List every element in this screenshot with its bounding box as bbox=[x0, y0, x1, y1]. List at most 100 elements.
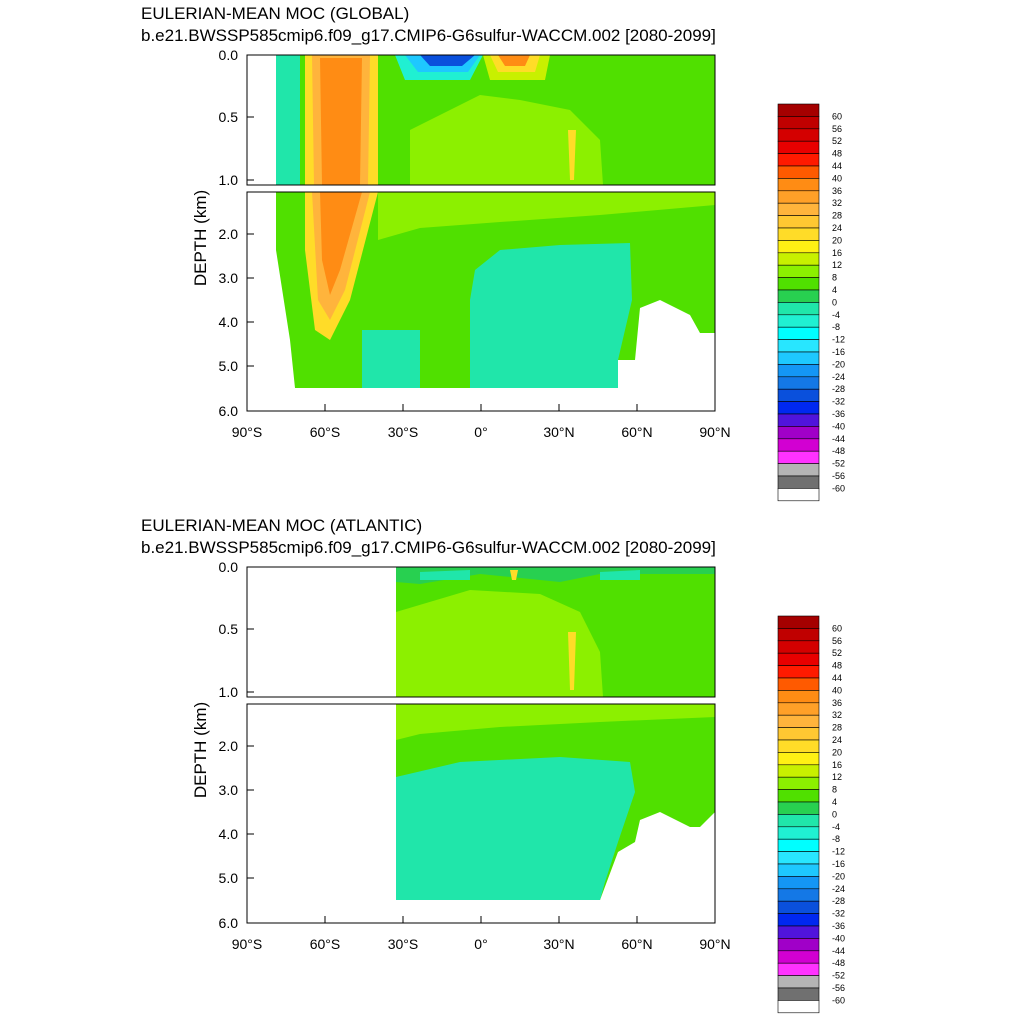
colorbar-label: -8 bbox=[832, 834, 840, 844]
colorbar-label: -40 bbox=[832, 933, 845, 943]
colorbar-label: 0 bbox=[832, 297, 837, 307]
colorbar-label: 32 bbox=[832, 710, 842, 720]
colorbar-swatch bbox=[777, 326, 820, 340]
colorbar-label: 0 bbox=[832, 809, 837, 819]
colorbar-label: 48 bbox=[832, 149, 842, 159]
moc-chart: 0.0 0.5 1.0 2.0 3.0 4.0 5.0 6.0 DEPTH (k… bbox=[191, 47, 845, 502]
colorbar-label: 36 bbox=[832, 186, 842, 196]
y-tick-label: 4.0 bbox=[219, 314, 239, 330]
colorbar-label: 52 bbox=[832, 648, 842, 658]
y-axis-label: DEPTH (km) bbox=[191, 190, 210, 286]
colorbar-label: 40 bbox=[832, 685, 842, 695]
colorbar-swatch bbox=[777, 339, 820, 353]
colorbar-swatch bbox=[777, 227, 820, 241]
colorbar-label: -52 bbox=[832, 459, 845, 469]
colorbar-label: 48 bbox=[832, 661, 842, 671]
colorbar-label: 28 bbox=[832, 723, 842, 733]
colorbar-swatch bbox=[777, 938, 820, 952]
x-tick-label: 90°S bbox=[232, 424, 263, 440]
colorbar-label: 24 bbox=[832, 223, 842, 233]
colorbar-swatch bbox=[777, 950, 820, 964]
x-tick-label: 60°N bbox=[621, 424, 652, 440]
colorbar-swatch bbox=[777, 413, 820, 427]
colorbar-label: -56 bbox=[832, 471, 845, 481]
colorbar-swatch bbox=[777, 240, 820, 254]
x-tick-label: 0° bbox=[474, 424, 487, 440]
colorbar-swatch bbox=[777, 975, 820, 989]
colorbar-label: -24 bbox=[832, 884, 845, 894]
colorbar-label: 36 bbox=[832, 698, 842, 708]
y-tick-label: 1.0 bbox=[219, 684, 239, 700]
colorbar-label: 60 bbox=[832, 111, 842, 121]
y-axis-label: DEPTH (km) bbox=[191, 702, 210, 798]
colorbar-label: 40 bbox=[832, 173, 842, 183]
x-tick-label: 30°S bbox=[388, 936, 419, 952]
colorbar-swatch bbox=[777, 388, 820, 402]
colorbar-swatch bbox=[777, 103, 820, 117]
colorbar-label: -44 bbox=[832, 434, 845, 444]
x-tick-label: 0° bbox=[474, 936, 487, 952]
colorbar-label: -16 bbox=[832, 859, 845, 869]
y-tick-label: 0.5 bbox=[219, 621, 239, 637]
colorbar-label: 24 bbox=[832, 735, 842, 745]
colorbar-label: 20 bbox=[832, 747, 842, 757]
colorbar-swatch bbox=[777, 652, 820, 666]
colorbar-swatch bbox=[777, 202, 820, 216]
y-axis-lower: 2.0 3.0 4.0 5.0 6.0 bbox=[219, 738, 254, 931]
colorbar-swatch bbox=[777, 302, 820, 316]
colorbar-label: 44 bbox=[832, 161, 842, 171]
lower-plot bbox=[246, 703, 716, 924]
y-tick-label: 6.0 bbox=[219, 915, 239, 931]
colorbar-swatch bbox=[777, 863, 820, 877]
colorbar-label: 56 bbox=[832, 636, 842, 646]
colorbar-label: -24 bbox=[832, 372, 845, 382]
colorbar-swatch bbox=[777, 677, 820, 691]
colorbar-label: 4 bbox=[832, 285, 837, 295]
x-axis: 90°S 60°S 30°S 0° 30°N 60°N 90°N bbox=[232, 916, 731, 952]
x-tick-label: 30°S bbox=[388, 424, 419, 440]
colorbar-label: -36 bbox=[832, 921, 845, 931]
colorbar-label: -32 bbox=[832, 909, 845, 919]
chart-subtitle: b.e21.BWSSP585cmip6.f09_g17.CMIP6-G6sulf… bbox=[141, 26, 716, 45]
colorbar-label: -20 bbox=[832, 871, 845, 881]
colorbar-label: -4 bbox=[832, 822, 840, 832]
colorbar-swatch bbox=[777, 401, 820, 415]
colorbar-label: -16 bbox=[832, 347, 845, 357]
colorbar-swatch bbox=[777, 128, 820, 142]
colorbar-label: 60 bbox=[832, 623, 842, 633]
colorbar-label: -48 bbox=[832, 446, 845, 456]
x-tick-label: 90°N bbox=[699, 936, 730, 952]
colorbar-swatch bbox=[777, 289, 820, 303]
colorbar-swatch bbox=[777, 752, 820, 766]
y-axis-lower: 2.0 3.0 4.0 5.0 6.0 bbox=[219, 226, 254, 419]
colorbar-swatch bbox=[777, 900, 820, 914]
colorbar-label: -20 bbox=[832, 359, 845, 369]
colorbar-swatch bbox=[777, 314, 820, 328]
colorbar-swatch bbox=[777, 690, 820, 704]
colorbar-label: -28 bbox=[832, 384, 845, 394]
colorbar-label: 16 bbox=[832, 760, 842, 770]
colorbar-swatch bbox=[777, 801, 820, 815]
colorbar-swatch bbox=[777, 116, 820, 130]
colorbar-label: -48 bbox=[832, 958, 845, 968]
y-tick-label: 6.0 bbox=[219, 403, 239, 419]
colorbar-label: -44 bbox=[832, 946, 845, 956]
colorbar-swatch bbox=[777, 264, 820, 278]
x-tick-label: 60°S bbox=[310, 424, 341, 440]
colorbar-swatch bbox=[777, 426, 820, 440]
colorbar-swatch bbox=[777, 776, 820, 790]
colorbar-swatch bbox=[777, 702, 820, 716]
colorbar-label: -8 bbox=[832, 322, 840, 332]
colorbar: 60565248444036322824201612840-4-8-12-16-… bbox=[777, 615, 845, 1014]
colorbar-label: -4 bbox=[832, 310, 840, 320]
colorbar-swatch bbox=[777, 252, 820, 266]
colorbar-swatch bbox=[777, 962, 820, 976]
colorbar-label: 12 bbox=[832, 260, 842, 270]
colorbar-swatch bbox=[777, 764, 820, 778]
colorbar-swatch bbox=[777, 1000, 820, 1014]
chart-title: EULERIAN-MEAN MOC (GLOBAL) bbox=[141, 4, 410, 23]
colorbar-swatch bbox=[777, 851, 820, 865]
colorbar-swatch bbox=[777, 463, 820, 477]
moc-global-panel: EULERIAN-MEAN MOC (GLOBAL) b.e21.BWSSP58… bbox=[141, 4, 845, 502]
colorbar-swatch bbox=[777, 789, 820, 803]
